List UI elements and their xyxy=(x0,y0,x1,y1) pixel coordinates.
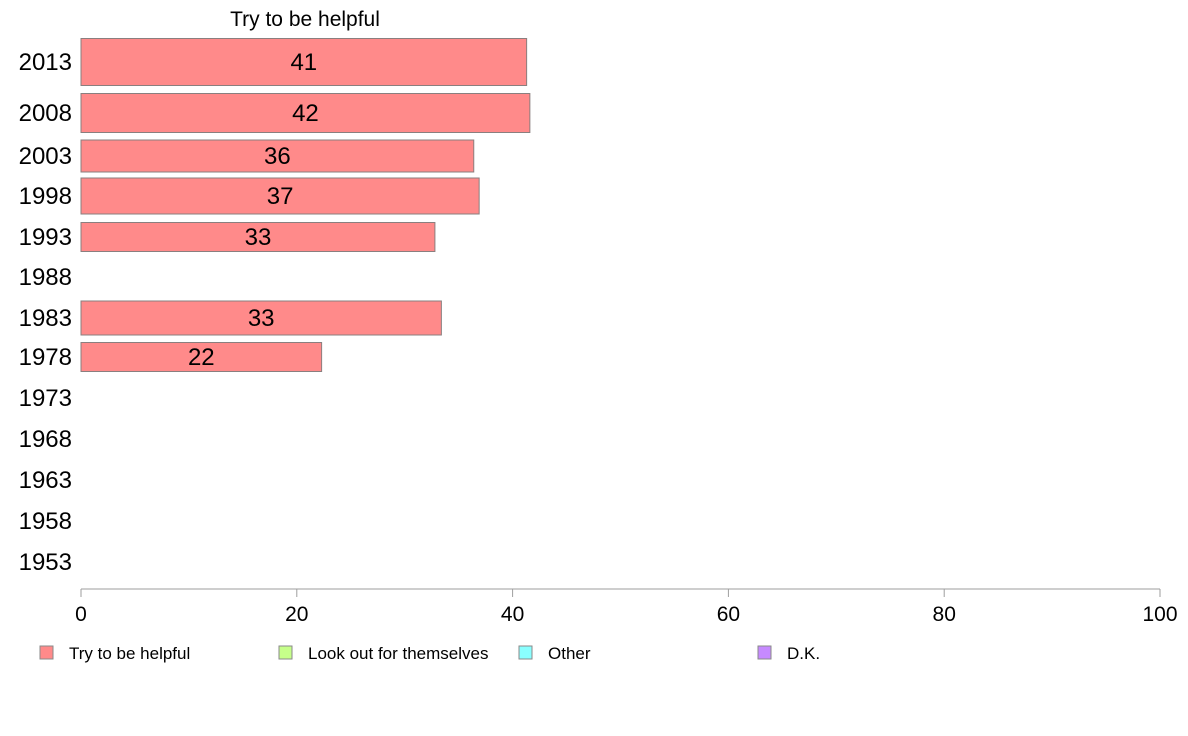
x-tick-label: 60 xyxy=(717,603,740,626)
legend-label: Try to be helpful xyxy=(69,644,190,663)
chart-title: Try to be helpful xyxy=(230,8,380,31)
bar xyxy=(80,222,436,252)
category-labels: 2013 2008 2003 1998 1993 1988 1983 1978 1973 1968… xyxy=(19,49,72,576)
category-label: 2003 xyxy=(19,143,72,170)
bar xyxy=(80,342,323,372)
x-tick-label: 80 xyxy=(933,603,956,626)
x-tick-label: 100 xyxy=(1142,603,1177,626)
bar-data-label: 41 xyxy=(290,49,317,76)
bar xyxy=(80,139,475,173)
bar xyxy=(80,177,480,215)
legend-swatch xyxy=(518,645,533,660)
bar-data-label: 33 xyxy=(248,305,275,332)
category-label: 1973 xyxy=(19,385,72,412)
legend-label: Other xyxy=(548,644,591,663)
bar xyxy=(80,38,528,86)
bar-data-label: 33 xyxy=(245,224,272,251)
legend-swatch xyxy=(39,645,54,660)
category-label: 1953 xyxy=(19,549,72,576)
bar xyxy=(80,300,442,336)
legend-label: D.K. xyxy=(787,644,820,663)
category-label: 1958 xyxy=(19,508,72,535)
bar-data-label: 36 xyxy=(264,143,291,170)
category-label: 1968 xyxy=(19,426,72,453)
bar-data-label: 22 xyxy=(188,344,215,371)
x-tick-label: 0 xyxy=(75,603,87,626)
legend-swatch xyxy=(278,645,293,660)
category-label: 1993 xyxy=(19,224,72,251)
category-label: 1988 xyxy=(19,264,72,291)
x-axis: 0 20 40 60 80 100 xyxy=(75,588,1178,626)
category-label: 2013 xyxy=(19,49,72,76)
category-label: 2008 xyxy=(19,100,72,127)
category-label: 1998 xyxy=(19,183,72,210)
legend-label: Look out for themselves xyxy=(308,644,488,663)
legend-swatch xyxy=(757,645,772,660)
x-tick-label: 40 xyxy=(501,603,524,626)
category-label: 1963 xyxy=(19,467,72,494)
legend: Try to be helpful Look out for themselves… xyxy=(39,644,820,663)
bar-data-label: 42 xyxy=(292,100,319,127)
category-label: 1983 xyxy=(19,305,72,332)
x-tick-label: 20 xyxy=(285,603,308,626)
bar-data-label: 37 xyxy=(267,183,294,210)
category-label: 1978 xyxy=(19,344,72,371)
bar xyxy=(80,93,531,133)
